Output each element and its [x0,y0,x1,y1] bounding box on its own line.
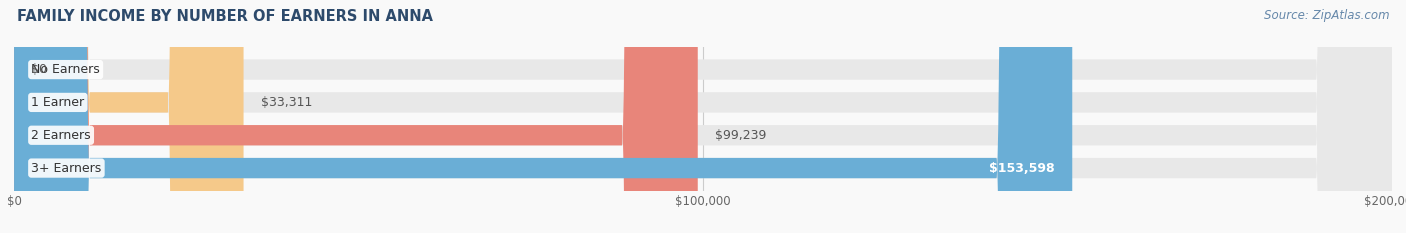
Text: Source: ZipAtlas.com: Source: ZipAtlas.com [1264,9,1389,22]
FancyBboxPatch shape [14,0,697,233]
Text: $153,598: $153,598 [990,161,1054,175]
Text: 3+ Earners: 3+ Earners [31,161,101,175]
FancyBboxPatch shape [14,0,1392,233]
Text: $99,239: $99,239 [716,129,766,142]
FancyBboxPatch shape [14,0,1392,233]
Text: 2 Earners: 2 Earners [31,129,91,142]
Text: $33,311: $33,311 [260,96,312,109]
Text: $0: $0 [31,63,48,76]
Text: 1 Earner: 1 Earner [31,96,84,109]
Text: No Earners: No Earners [31,63,100,76]
FancyBboxPatch shape [14,0,1073,233]
FancyBboxPatch shape [14,0,243,233]
FancyBboxPatch shape [14,0,1392,233]
Text: FAMILY INCOME BY NUMBER OF EARNERS IN ANNA: FAMILY INCOME BY NUMBER OF EARNERS IN AN… [17,9,433,24]
FancyBboxPatch shape [14,0,1392,233]
